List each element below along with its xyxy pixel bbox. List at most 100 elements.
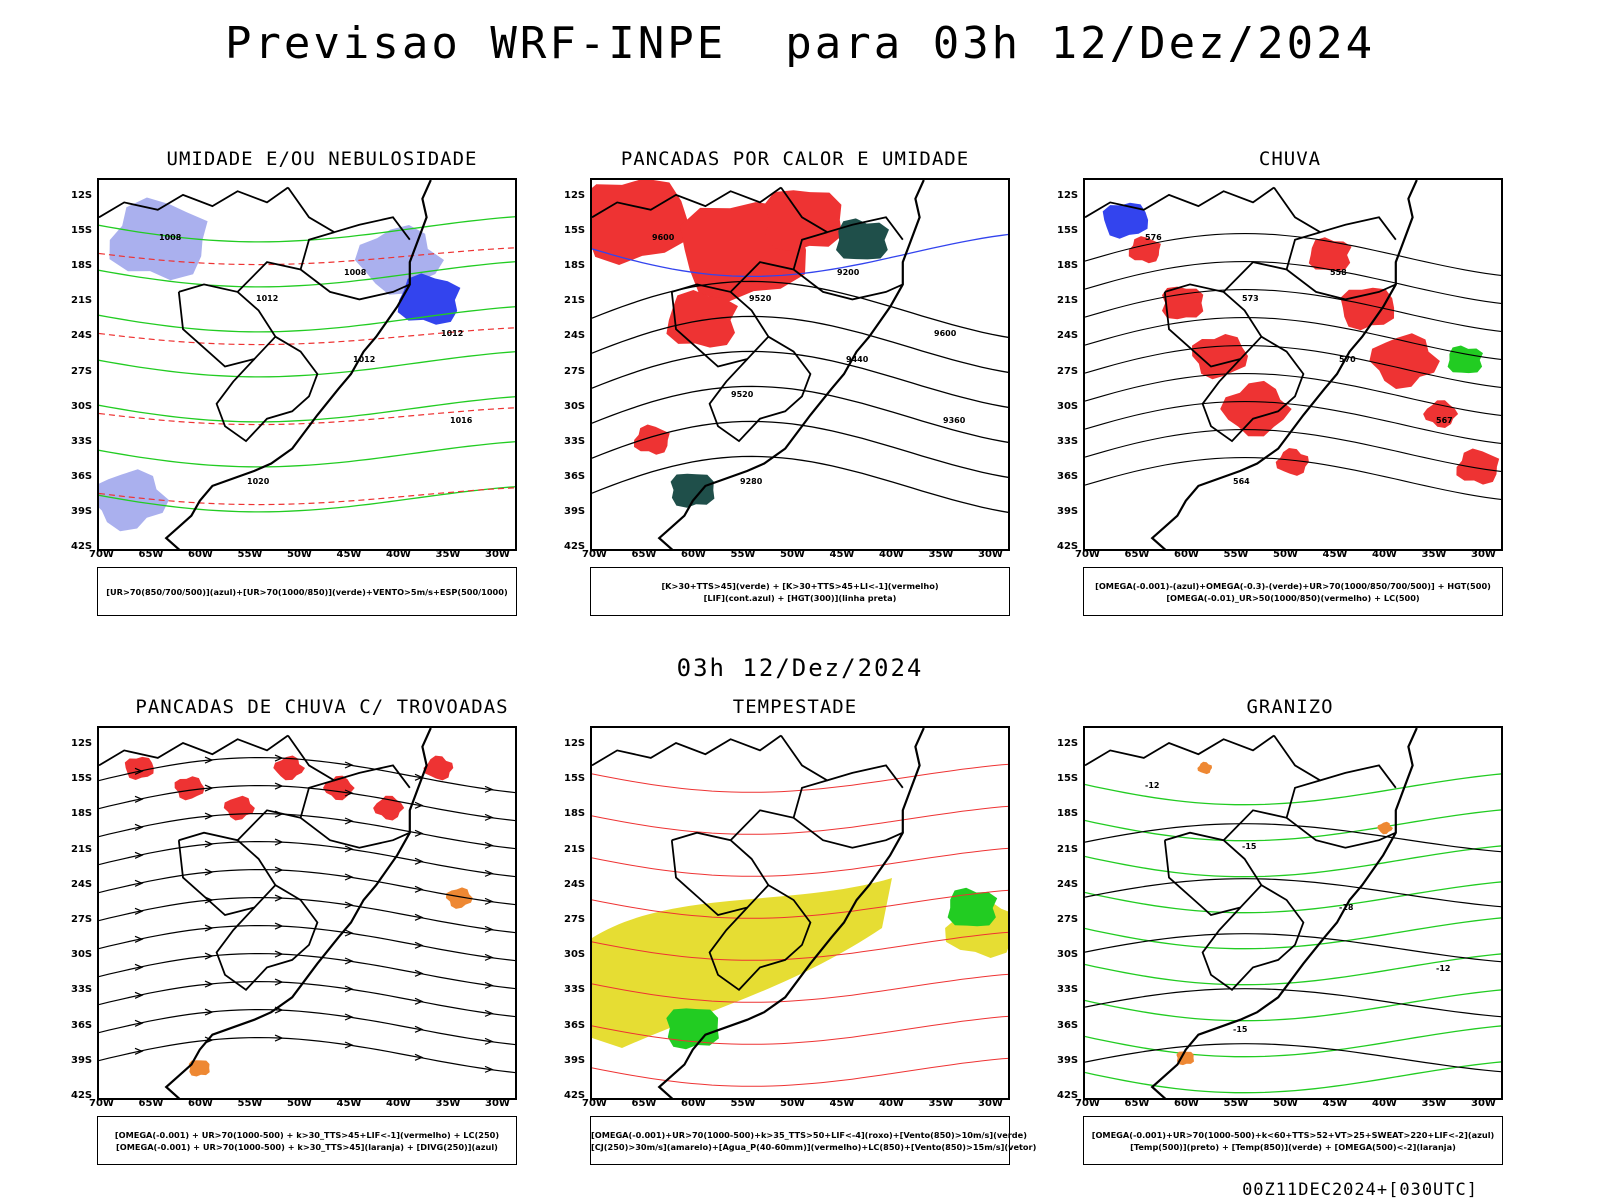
precipitable-water-contour — [592, 889, 1008, 919]
streamline — [99, 756, 515, 794]
humidity-area — [109, 197, 208, 281]
latitude-label: 33S — [564, 435, 586, 447]
latitude-label: 15S — [564, 225, 586, 237]
longitude-label: 55W — [1223, 1098, 1249, 1109]
temp500-contour — [1085, 823, 1501, 853]
flow-arrowhead — [344, 1013, 354, 1021]
panel-title: GRANIZO — [1246, 696, 1334, 718]
latitude-label: 42S — [71, 1090, 93, 1101]
longitude-label: 65W — [138, 549, 164, 560]
instability-area — [634, 424, 670, 455]
heat-humidity-area — [836, 218, 889, 260]
flow-arrowhead — [414, 801, 424, 809]
latitude-label: 21S — [1057, 295, 1079, 307]
panel-title: PANCADAS POR CALOR E UMIDADE — [620, 148, 970, 170]
contour-label: -15 — [1233, 1025, 1248, 1034]
flow-arrowhead — [414, 1025, 424, 1033]
flow-arrowhead — [484, 1037, 494, 1045]
flow-arrowhead — [134, 1019, 144, 1027]
flow-arrowhead — [344, 957, 354, 965]
latitude-label: 12S — [71, 190, 93, 201]
longitude-label: 35W — [928, 1098, 954, 1109]
temp850-contour — [1085, 809, 1501, 842]
flow-arrowhead — [274, 894, 284, 902]
thunderstorm-area — [124, 756, 154, 780]
longitude-label: 40W — [1372, 1098, 1397, 1109]
rain-area — [1162, 286, 1204, 320]
thunderstorm-area — [373, 795, 405, 821]
longitude-label: 35W — [435, 549, 461, 560]
contour-label: 573 — [1242, 294, 1259, 303]
latitude-label: 27S — [564, 914, 586, 925]
contour-label: 9600 — [652, 233, 675, 242]
forecast-map: 576 573 570 567 564 558 — [1083, 178, 1503, 551]
flow-arrowhead — [204, 840, 214, 848]
panel-title: CHUVA — [1258, 148, 1322, 170]
thickness-contour — [99, 327, 515, 346]
panel-legend: [UR>70(850/700/500)](azul)+[UR>70(1000/8… — [97, 567, 517, 616]
flow-arrowhead — [344, 1041, 354, 1049]
state-border — [1285, 779, 1321, 819]
longitude-label: 65W — [631, 549, 657, 560]
panel-legend: [K>30+TTS>45](verde) + [K>30+TTS>45+LI<-… — [590, 567, 1010, 616]
temp500-contour — [1085, 988, 1501, 1018]
latitude-label: 36S — [564, 1019, 586, 1031]
longitude-label: 40W — [1372, 549, 1397, 560]
latitude-label: 18S — [1057, 260, 1079, 272]
contour-label: -15 — [1242, 842, 1257, 851]
temp500-contour — [1085, 878, 1501, 908]
legend-line: [CJ(250)>30m/s](amarelo)+[Agua_P(40-60mm… — [591, 1141, 1037, 1152]
latitude-label: 15S — [71, 225, 93, 237]
height-contour — [1085, 401, 1501, 445]
longitude-label: 55W — [730, 1098, 756, 1109]
longitude-label: 30W — [1471, 549, 1496, 560]
latitude-label: 18S — [71, 808, 93, 820]
height-contour — [1085, 429, 1501, 473]
latitude-label: 30S — [71, 400, 93, 412]
flow-arrowhead — [204, 756, 214, 764]
longitude-label: 30W — [978, 549, 1003, 560]
longitude-label: 45W — [336, 549, 362, 560]
streamline — [99, 924, 515, 962]
latitude-label: 24S — [1057, 878, 1079, 890]
flow-arrowhead — [344, 873, 354, 881]
latitude-label: 15S — [1057, 225, 1079, 237]
longitude-label: 55W — [237, 1098, 263, 1109]
coastline — [657, 180, 925, 549]
state-border — [215, 884, 319, 991]
latitude-label: 12S — [564, 190, 586, 201]
streamline — [99, 812, 515, 850]
latitude-label: 42S — [564, 541, 586, 552]
panel-title: TEMPESTADE — [732, 696, 858, 718]
longitude-label: 50W — [1273, 1098, 1298, 1109]
humidity-contour — [99, 441, 515, 468]
flow-arrowhead — [344, 845, 354, 853]
flow-arrowhead — [274, 950, 284, 958]
latitude-label: 21S — [564, 295, 586, 307]
convection-area — [445, 887, 473, 909]
flow-arrowhead — [414, 969, 424, 977]
longitude-label: 30W — [1471, 1098, 1496, 1109]
streamline — [99, 952, 515, 990]
contour-label: 564 — [1233, 477, 1250, 486]
forecast-map — [97, 726, 517, 1100]
thickness-contour — [99, 487, 515, 506]
longitude-label: 70W — [89, 1098, 114, 1109]
flow-arrowhead — [274, 866, 284, 874]
latitude-label: 36S — [564, 470, 586, 482]
state-border — [780, 186, 904, 241]
state-border — [1273, 734, 1397, 789]
contour-label: 570 — [1339, 355, 1356, 364]
main-title: Previsao WRF-INPE para 03h 12/Dez/2024 — [224, 18, 1376, 69]
panel-legend: [OMEGA(-0.001)+UR>70(1000-500)+k>35_TTS>… — [590, 1116, 1037, 1165]
flow-arrowhead — [414, 829, 424, 837]
temp850-contour — [1085, 845, 1501, 878]
latitude-label: 39S — [564, 1054, 586, 1066]
omega-area — [1102, 202, 1149, 239]
flow-arrowhead — [274, 782, 284, 790]
legend-line: [OMEGA(-0.001)-(azul)+OMEGA(-0.3)-(verde… — [1095, 580, 1491, 591]
height-contour — [1085, 317, 1501, 361]
contour-label: 1012 — [256, 294, 278, 303]
latitude-label: 36S — [71, 1019, 93, 1031]
longitude-label: 65W — [1124, 549, 1150, 560]
